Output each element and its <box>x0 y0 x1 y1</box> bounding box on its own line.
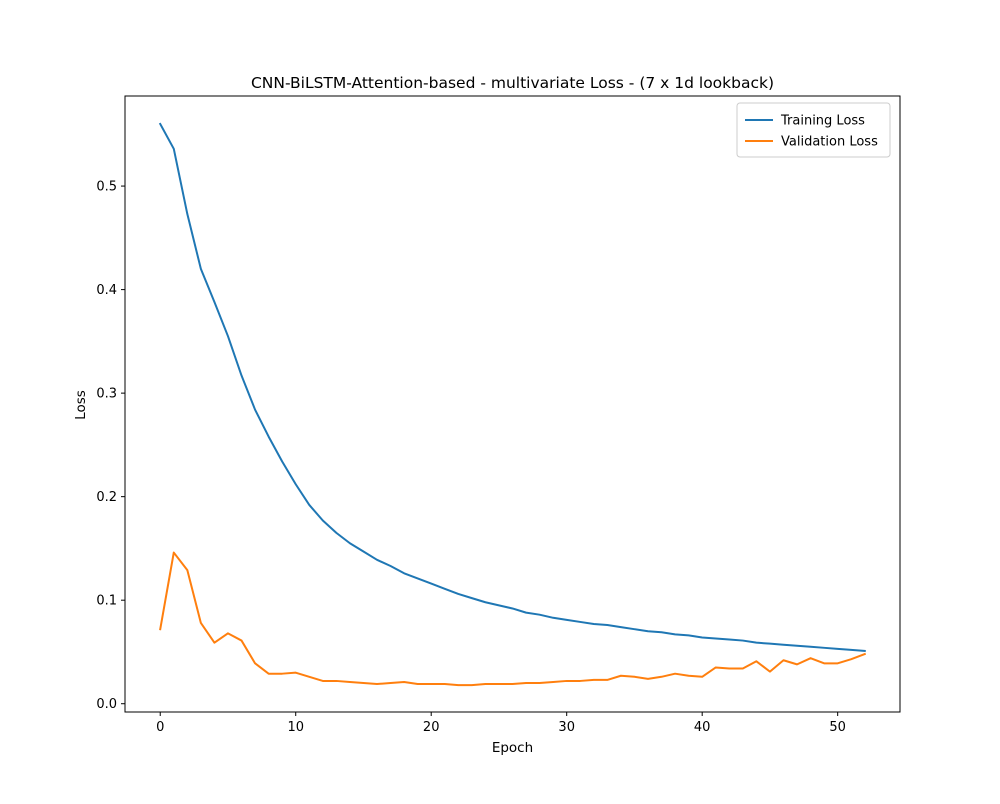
legend-box <box>736 102 891 158</box>
chart-title: CNN-BiLSTM-Attention-based - multivariat… <box>251 74 774 92</box>
x-tick-label: 30 <box>558 720 575 735</box>
x-axis-label: Epoch <box>492 740 533 756</box>
axes-frame <box>124 95 901 713</box>
y-tick-label: 0.2 <box>96 490 117 505</box>
y-tick-label: 0.4 <box>96 283 117 298</box>
x-tick-label: 50 <box>829 720 846 735</box>
legend: Training Loss Validation Loss <box>736 102 891 158</box>
x-tick-label: 20 <box>423 720 440 735</box>
y-tick-label: 0.5 <box>96 180 117 195</box>
y-tick-label: 0.3 <box>96 387 117 402</box>
x-tick-label: 10 <box>287 720 304 735</box>
y-tick-label: 0.0 <box>96 697 117 712</box>
training-loss-line <box>158 122 866 652</box>
validation-loss-line <box>159 551 867 687</box>
legend-label-training-loss: Training Loss <box>780 114 865 129</box>
y-axis-ticks: 0.0 0.1 0.2 0.3 0.4 0.5 <box>96 180 125 712</box>
y-axis-label: Loss <box>73 390 89 420</box>
y-tick-label: 0.1 <box>96 594 117 609</box>
x-tick-label: 0 <box>156 720 164 735</box>
legend-label-validation-loss: Validation Loss <box>781 135 878 150</box>
x-tick-label: 40 <box>694 720 711 735</box>
x-axis-ticks: 0 10 20 30 40 50 <box>156 712 846 735</box>
plot-area <box>158 122 867 687</box>
